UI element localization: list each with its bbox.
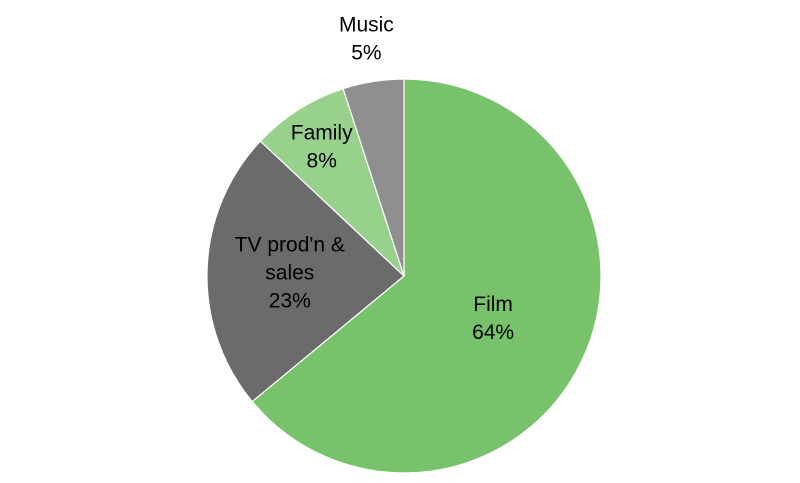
slice-value-label: 8% <box>307 149 337 172</box>
slice-name-label: sales <box>265 261 314 284</box>
pie-slice-family <box>259 87 405 277</box>
slice-label-music: Music 5% <box>339 14 394 65</box>
pie-slice-music <box>342 78 405 277</box>
pie-labels: Film 64% TV prod'n & sales 23% Family 8% Music 5… <box>235 14 514 344</box>
slice-value-label: 64% <box>472 321 514 344</box>
pie-slice-film <box>251 78 602 474</box>
slice-value-label: 5% <box>351 42 381 65</box>
slice-label-film: Film 64% <box>472 293 514 344</box>
slice-label-family: Family 8% <box>291 121 353 172</box>
slice-label-tv-prod-n-sales: TV prod'n & sales 23% <box>235 233 345 312</box>
slice-name-label: Family <box>291 121 353 144</box>
slice-name-label: TV prod'n & <box>235 233 345 256</box>
slice-value-label: 23% <box>269 289 311 312</box>
pie-slice-tv-prod-n-sales <box>206 140 405 403</box>
pie-slices <box>206 78 602 474</box>
slice-name-label: Music <box>339 14 394 37</box>
slice-name-label: Film <box>473 293 513 316</box>
